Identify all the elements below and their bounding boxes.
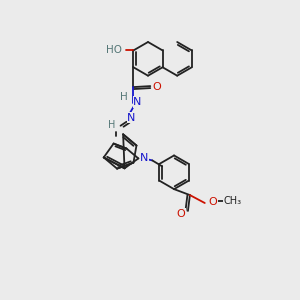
Text: O: O — [153, 82, 162, 92]
Text: N: N — [140, 153, 148, 164]
Text: N: N — [133, 97, 142, 107]
Text: O: O — [177, 209, 185, 219]
Text: HO: HO — [106, 45, 122, 56]
Text: H: H — [120, 92, 128, 102]
Text: O: O — [208, 197, 217, 207]
Text: N: N — [127, 113, 136, 123]
Text: H: H — [108, 120, 115, 130]
Text: CH₃: CH₃ — [224, 196, 242, 206]
